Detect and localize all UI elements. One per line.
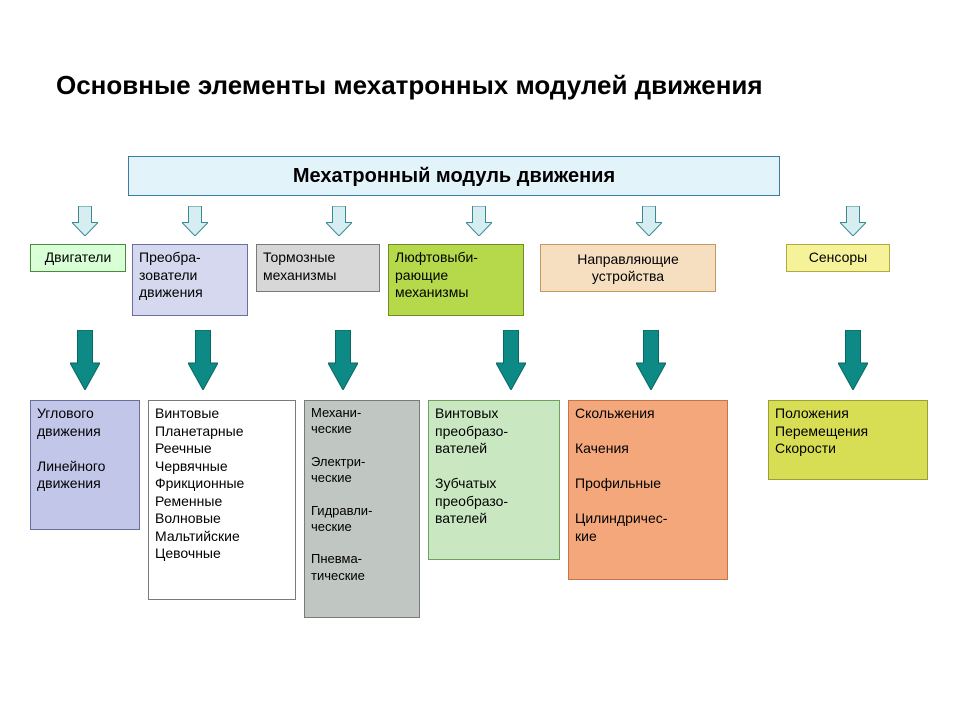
big-arrow-4 [636, 330, 666, 395]
small-arrow-0 [72, 206, 98, 241]
small-arrow-5 [840, 206, 866, 241]
small-arrow-1 [182, 206, 208, 241]
page-title: Основные элементы мехатронных модулей дв… [56, 70, 763, 101]
root-box: Мехатронный модуль движения [128, 156, 780, 196]
level2-box-5: Сенсоры [786, 244, 890, 272]
level3-box-4: Скольжения Качения Профильные Цилиндриче… [568, 400, 728, 580]
big-arrow-3 [496, 330, 526, 395]
level3-box-5: Положения Перемещения Скорости [768, 400, 928, 480]
big-arrow-0 [70, 330, 100, 395]
level2-box-1: Преобра- зователи движения [132, 244, 248, 316]
small-arrow-3 [466, 206, 492, 241]
big-arrow-2 [328, 330, 358, 395]
big-arrow-5 [838, 330, 868, 395]
big-arrow-1 [188, 330, 218, 395]
level2-box-0: Двигатели [30, 244, 126, 272]
level2-box-2: Тормозные механизмы [256, 244, 380, 292]
level3-box-1: Винтовые Планетарные Реечные Червячные Ф… [148, 400, 296, 600]
level3-box-2: Механи- ческие Электри- ческие Гидравли-… [304, 400, 420, 618]
level3-box-3: Винтовых преобразо- вателей Зубчатых пре… [428, 400, 560, 560]
level2-box-3: Люфтовыби- рающие механизмы [388, 244, 524, 316]
small-arrow-2 [326, 206, 352, 241]
level2-box-4: Направляющие устройства [540, 244, 716, 292]
small-arrow-4 [636, 206, 662, 241]
level3-box-0: Углового движения Линейного движения [30, 400, 140, 530]
